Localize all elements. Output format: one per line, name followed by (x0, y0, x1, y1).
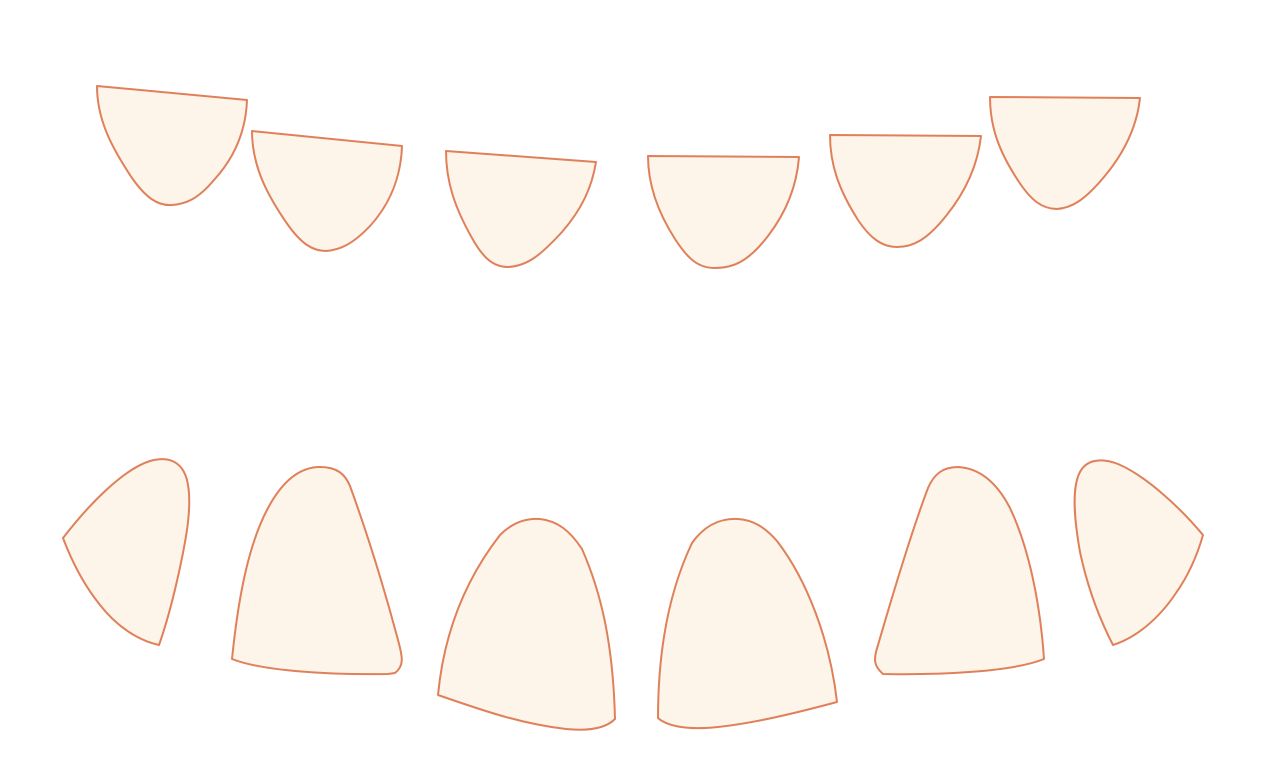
lower-tooth-2[interactable] (231, 466, 403, 676)
lower-tooth-5[interactable] (874, 466, 1045, 676)
lower-tooth-6[interactable] (1073, 459, 1204, 646)
upper-teeth-row (96, 85, 1141, 269)
lower-tooth-4[interactable] (657, 517, 838, 730)
upper-tooth-6[interactable] (989, 96, 1141, 210)
lower-tooth-3[interactable] (437, 517, 616, 731)
upper-tooth-5[interactable] (829, 134, 982, 248)
upper-tooth-4[interactable] (647, 155, 800, 269)
upper-tooth-1[interactable] (96, 85, 248, 207)
upper-tooth-3[interactable] (445, 150, 597, 268)
upper-tooth-2[interactable] (251, 130, 403, 252)
lower-tooth-1[interactable] (62, 458, 191, 646)
lower-teeth-row (62, 458, 1204, 731)
